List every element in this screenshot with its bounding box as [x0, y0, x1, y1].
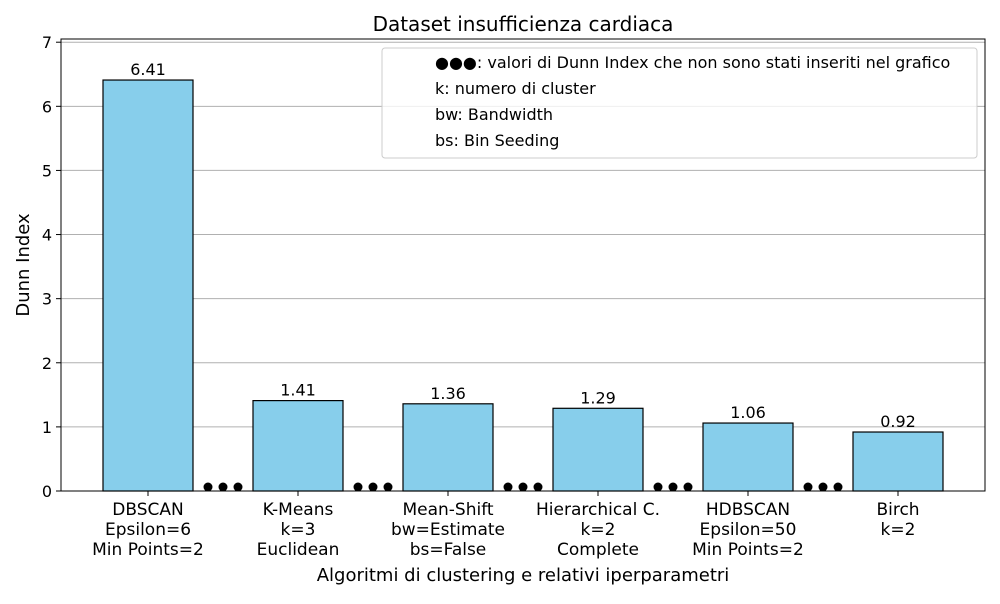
x-tick-label: bw=Estimate [391, 520, 505, 540]
bar [852, 431, 944, 492]
bar-value-label: 1.06 [730, 403, 766, 422]
gap-dot [653, 482, 663, 492]
gap-dot [683, 482, 693, 492]
gap-markers [203, 482, 843, 492]
bar [702, 422, 794, 492]
gap-dot [203, 482, 213, 492]
y-tick-label: 5 [42, 161, 52, 180]
y-axis: 0 1 2 3 4 5 6 7 [42, 33, 61, 501]
bar-value-label: 6.41 [130, 60, 166, 79]
gap-dot [353, 482, 363, 492]
gap-dot [818, 482, 828, 492]
y-tick-label: 3 [42, 290, 52, 309]
x-tick-label: Complete [557, 540, 639, 560]
x-tick-label: Min Points=2 [692, 540, 804, 560]
bar-value-label: 1.41 [280, 381, 316, 400]
y-tick-label: 1 [42, 418, 52, 437]
x-tick-label: Epsilon=6 [105, 520, 191, 540]
gap-marker-dots [353, 482, 393, 492]
gap-dot [383, 482, 393, 492]
y-tick-label: 7 [42, 33, 52, 52]
bar [402, 403, 494, 492]
chart-title: Dataset insufficienza cardiaca [373, 12, 674, 36]
x-tick-label: DBSCAN [112, 500, 183, 520]
x-tick-label: Hierarchical C. [536, 500, 660, 520]
legend-entry: ●●●: valori di Dunn Index che non sono s… [435, 53, 950, 72]
x-tick-label: Birch [876, 500, 919, 520]
x-tick-label: Euclidean [257, 540, 340, 560]
legend-box [381, 47, 978, 159]
x-tick-label: Mean-Shift [402, 500, 493, 520]
gap-dot [368, 482, 378, 492]
gap-marker-dots [203, 482, 243, 492]
x-tick-label: HDBSCAN [706, 500, 790, 520]
gap-dot [803, 482, 813, 492]
gap-marker-dots [653, 482, 693, 492]
y-tick-label: 2 [42, 354, 52, 373]
gap-marker-dots [803, 482, 843, 492]
gap-dot [218, 482, 228, 492]
y-tick-label: 6 [42, 97, 52, 116]
x-tick-label: k=3 [281, 520, 316, 540]
bars: 6.41 1.41 1.36 1.29 1.06 0.92 [102, 60, 944, 492]
gap-marker-dots [503, 482, 543, 492]
legend-entry: bs: Bin Seeding [435, 131, 559, 150]
legend-entry: bw: Bandwidth [435, 105, 553, 124]
x-tick-label: k=2 [581, 520, 616, 540]
gap-dot [233, 482, 243, 492]
bar-value-label: 1.36 [430, 384, 466, 403]
gap-dot [503, 482, 513, 492]
y-tick-label: 0 [42, 482, 52, 501]
bar [552, 407, 644, 492]
bar-value-label: 1.29 [580, 388, 616, 407]
y-tick-label: 4 [42, 226, 52, 245]
gap-dot [533, 482, 543, 492]
legend: ●●●: valori di Dunn Index che non sono s… [381, 47, 978, 159]
gap-dot [518, 482, 528, 492]
gap-dot [668, 482, 678, 492]
x-tick-label: k=2 [881, 520, 916, 540]
x-axis-label: Algoritmi di clustering e relativi iperp… [317, 565, 730, 586]
x-tick-label: K-Means [263, 500, 334, 520]
x-tick-label: Min Points=2 [92, 540, 204, 560]
bar-value-label: 0.92 [880, 412, 916, 431]
gap-dot [833, 482, 843, 492]
plot-area-frame [60, 38, 986, 492]
x-tick-label: bs=False [410, 540, 487, 560]
bar [252, 400, 344, 492]
y-axis-label: Dunn Index [13, 213, 34, 317]
bar [102, 79, 194, 492]
x-tick-label: Epsilon=50 [700, 520, 797, 540]
legend-entry: k: numero di cluster [435, 79, 596, 98]
